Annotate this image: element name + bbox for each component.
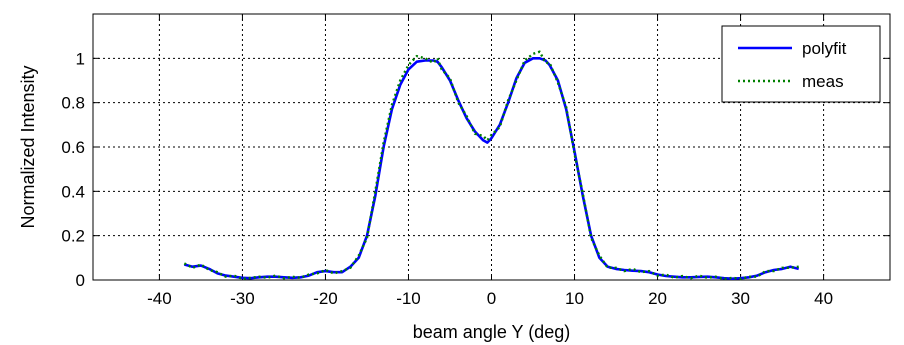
y-tick-label: 0.4 [61,182,85,201]
y-tick-label: 0.8 [61,94,85,113]
y-tick-label: 0.2 [61,227,85,246]
x-tick-label: -10 [396,289,421,308]
x-tick-label: 20 [648,289,667,308]
y-tick-label: 1 [76,49,85,68]
x-tick-label: 40 [814,289,833,308]
y-tick-label: 0 [76,271,85,290]
x-tick-label: -20 [313,289,338,308]
x-tick-label: -40 [147,289,172,308]
x-tick-label: 30 [731,289,750,308]
x-tick-label: 10 [565,289,584,308]
series-line-meas [183,50,799,281]
y-tick-label: 0.6 [61,138,85,157]
legend-label-polyfit: polyfit [802,39,847,58]
legend-box [721,25,881,103]
y-axis-label: Normalized Intensity [18,65,38,228]
x-axis-label: beam angle Y (deg) [413,322,570,342]
legend-label-meas: meas [802,72,844,91]
x-tick-label: -30 [230,289,255,308]
x-tick-label: 0 [487,289,496,308]
